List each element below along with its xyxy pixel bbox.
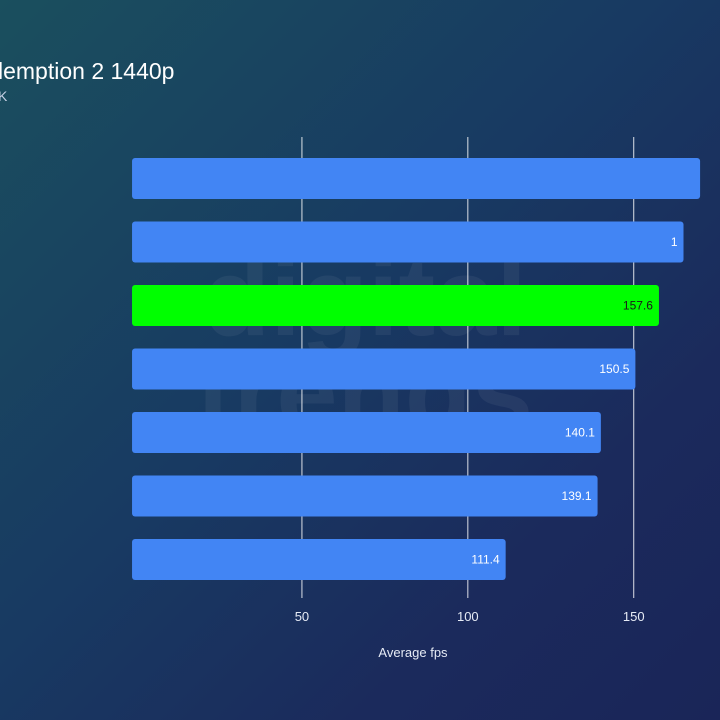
value-labels: 1 157.6 150.5 140.1 139.1 111.4: [471, 235, 677, 567]
bar-4: [132, 412, 601, 453]
value-label-3: 150.5: [599, 362, 629, 376]
value-label-6: 111.4: [471, 553, 500, 567]
bars: [132, 158, 701, 580]
bar-0: [132, 158, 701, 199]
x-axis-title: Average fps: [378, 645, 448, 660]
chart-subtitle: K: [0, 88, 8, 104]
bar-5: [132, 475, 598, 517]
bar-3: [132, 348, 636, 390]
bar-1: [132, 221, 684, 263]
x-tick-label-150: 150: [623, 609, 645, 624]
value-label-4: 140.1: [565, 426, 595, 440]
chart-title: lemption 2 1440p: [0, 58, 175, 84]
x-tick-label-100: 100: [457, 609, 479, 624]
x-tick-label-50: 50: [295, 609, 309, 624]
bar-highlighted: [132, 285, 659, 326]
value-label-5: 139.1: [562, 489, 592, 503]
bar-6: [132, 539, 506, 580]
x-tick-labels: 50 100 150: [295, 609, 645, 624]
value-label-2: 157.6: [623, 299, 653, 313]
value-label-1: 1: [671, 235, 678, 249]
